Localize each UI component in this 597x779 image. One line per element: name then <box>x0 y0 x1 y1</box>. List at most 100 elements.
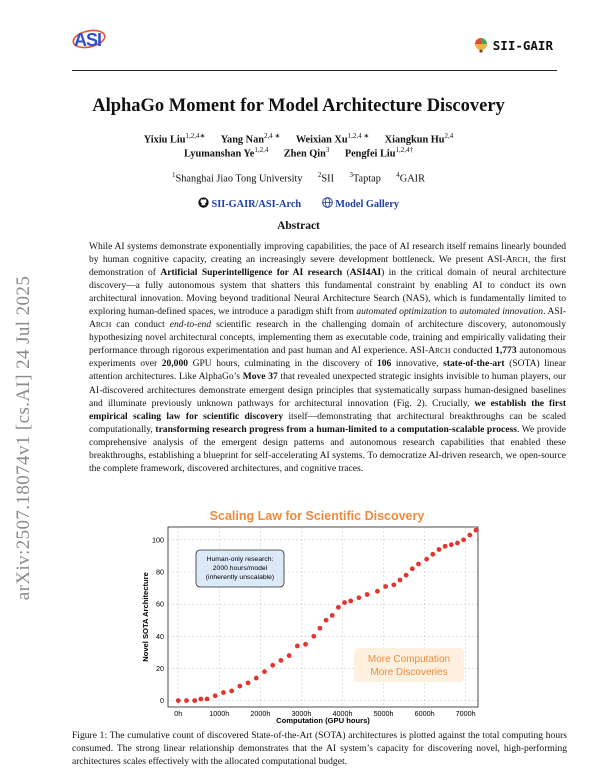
data-point <box>270 662 276 668</box>
x-axis-ticks: 0h 1000h 2000h 3000h 4000h 5000h 6000h 7000h <box>174 709 475 718</box>
abstract-text-segment: Move 37 <box>242 371 278 383</box>
abstract-text-segment: 106 <box>376 358 392 370</box>
abstract-text-segment: automated optimization <box>356 306 447 318</box>
affiliation-name: SII <box>321 173 335 185</box>
data-point <box>303 641 308 647</box>
annotation-callout: More Computation More Discoveries <box>354 648 464 682</box>
data-point <box>198 696 204 702</box>
data-point <box>342 600 347 605</box>
data-points <box>175 527 479 703</box>
globe-icon <box>321 197 333 208</box>
y-tick-label: 20 <box>156 664 164 673</box>
data-point <box>335 604 341 610</box>
sii-gair-logo: SII-GAIR <box>473 37 553 53</box>
abstract-text-segment: ASI4AI <box>349 267 382 279</box>
author-name: Weixian Xu <box>295 134 348 146</box>
model-gallery-link-label: Model Gallery <box>335 199 400 210</box>
abstract-text-segment: . ASI-A <box>89 306 567 331</box>
x-tick-label: 1000h <box>209 709 229 718</box>
author-name: Zhen Qin <box>283 148 326 160</box>
y-tick-label: 80 <box>156 568 164 577</box>
affiliation-name: GAIR <box>399 173 425 185</box>
github-link[interactable]: SII-GAIR/ASI-Arch <box>198 197 304 210</box>
data-point <box>184 698 189 703</box>
data-point <box>455 540 460 546</box>
abstract-text-segment: can conduct <box>111 319 170 331</box>
abstract-text-segment: ) in the critical domain of neural archi… <box>89 267 566 318</box>
affiliation-name: Shanghai Jiao Tong University <box>175 173 303 185</box>
data-point <box>311 633 317 639</box>
arxiv-stamp: arXiv:2507.18074v1 [cs.AI] 24 Jul 2025 <box>2 258 46 618</box>
abstract-text-segment: GPU hours, culminating in the discovery … <box>188 358 377 370</box>
data-point <box>424 556 430 562</box>
data-point <box>192 698 198 703</box>
x-tick-label: 6000h <box>415 709 435 718</box>
affiliation-marker: 4 <box>396 171 400 179</box>
data-point <box>262 669 267 675</box>
data-point <box>323 617 329 623</box>
data-point <box>204 696 210 702</box>
project-links: SII-GAIR/ASI-Arch Model Gallery <box>0 197 597 210</box>
balloon-icon <box>474 38 487 53</box>
data-point <box>448 542 454 548</box>
github-icon <box>198 197 209 208</box>
abstract-text-segment: . We provide comprehensive analysis of t… <box>89 423 566 474</box>
author-affiliation-marker: 1,2,4∗ <box>185 132 206 140</box>
x-axis-label: Computation (GPU hours) <box>276 716 370 725</box>
abstract-text-segment: innovative, <box>391 358 444 370</box>
sii-gair-logo-text: SII-GAIR <box>492 37 553 53</box>
author-name: Xiangkun Hu <box>384 134 445 146</box>
affiliation-name: Taptap <box>352 173 381 185</box>
abstract-text-segment: 1,773 <box>495 345 517 357</box>
chart-title: Scaling Law for Scientific Discovery <box>210 509 425 523</box>
abstract-text-segment: 20,000 <box>161 358 189 370</box>
data-point <box>348 598 354 604</box>
abstract-text-segment: that revealed unexpected strategic insig… <box>89 371 567 409</box>
data-point <box>473 527 479 533</box>
data-point <box>430 551 436 557</box>
author-affiliation-marker: 1,2,4 <box>254 146 269 154</box>
model-gallery-link[interactable]: Model Gallery <box>321 197 400 210</box>
data-point <box>237 683 243 689</box>
abstract-text-segment: Artificial Superintelligence for AI rese… <box>160 267 343 279</box>
figure-caption: Figure 1: The cumulative count of discov… <box>72 730 567 767</box>
data-point <box>356 595 362 601</box>
author-name: Yang Nan <box>220 134 264 146</box>
data-point <box>278 657 284 663</box>
affiliation-marker: 3 <box>349 171 353 179</box>
y-axis-label: Novel SOTA Architecture <box>141 572 150 662</box>
abstract-text-segment: , the first demonstration of <box>89 254 567 279</box>
abstract-text-segment: RCH <box>95 320 112 330</box>
data-point <box>212 693 218 699</box>
annotation-box-line: (inherently unscalable) <box>206 574 274 581</box>
abstract-text-segment: conducted <box>450 345 496 357</box>
author-affiliation-marker: 1,2,4† <box>395 146 413 154</box>
x-tick-label: 2000h <box>250 709 270 718</box>
annotation-callout-line: More Computation <box>368 654 450 665</box>
abstract-text-segment: to <box>446 306 460 318</box>
affiliation-marker: 2 <box>317 171 322 179</box>
data-point <box>403 572 409 578</box>
author-list-line-2: Lyumanshan Ye1,2,4 Zhen Qin3 Pengfei Liu… <box>0 146 597 159</box>
y-axis-ticks: 0 20 40 60 80 100 <box>152 535 164 705</box>
data-point <box>245 680 251 686</box>
abstract-paragraph: While AI systems demonstrate exponential… <box>89 240 566 475</box>
annotation-box-line: 2000 hours/model <box>213 565 268 572</box>
data-point <box>294 643 300 649</box>
data-point <box>221 690 226 695</box>
abstract-body: While AI systems demonstrate exponential… <box>89 240 566 475</box>
data-point <box>467 532 473 538</box>
abstract-text-segment: autonomous experiments over <box>89 345 566 370</box>
abstract-text-segment: state-of-the-art <box>443 358 505 370</box>
author-affiliation-marker: 2,4 ∗ <box>263 132 281 140</box>
data-point <box>317 625 323 631</box>
data-point <box>364 592 370 597</box>
affiliations: 1Shanghai Jiao Tong University 2SII 3Tap… <box>0 171 597 184</box>
annotation-box-line: Human-only research: <box>207 556 274 563</box>
svg-text:ASI: ASI <box>74 30 101 50</box>
data-point <box>253 675 259 681</box>
x-tick-label: 4000h <box>333 709 353 718</box>
abstract-heading: Abstract <box>277 220 320 232</box>
annotation-box: Human-only research: 2000 hours/model (i… <box>195 549 285 588</box>
y-tick-label: 0 <box>160 696 164 705</box>
